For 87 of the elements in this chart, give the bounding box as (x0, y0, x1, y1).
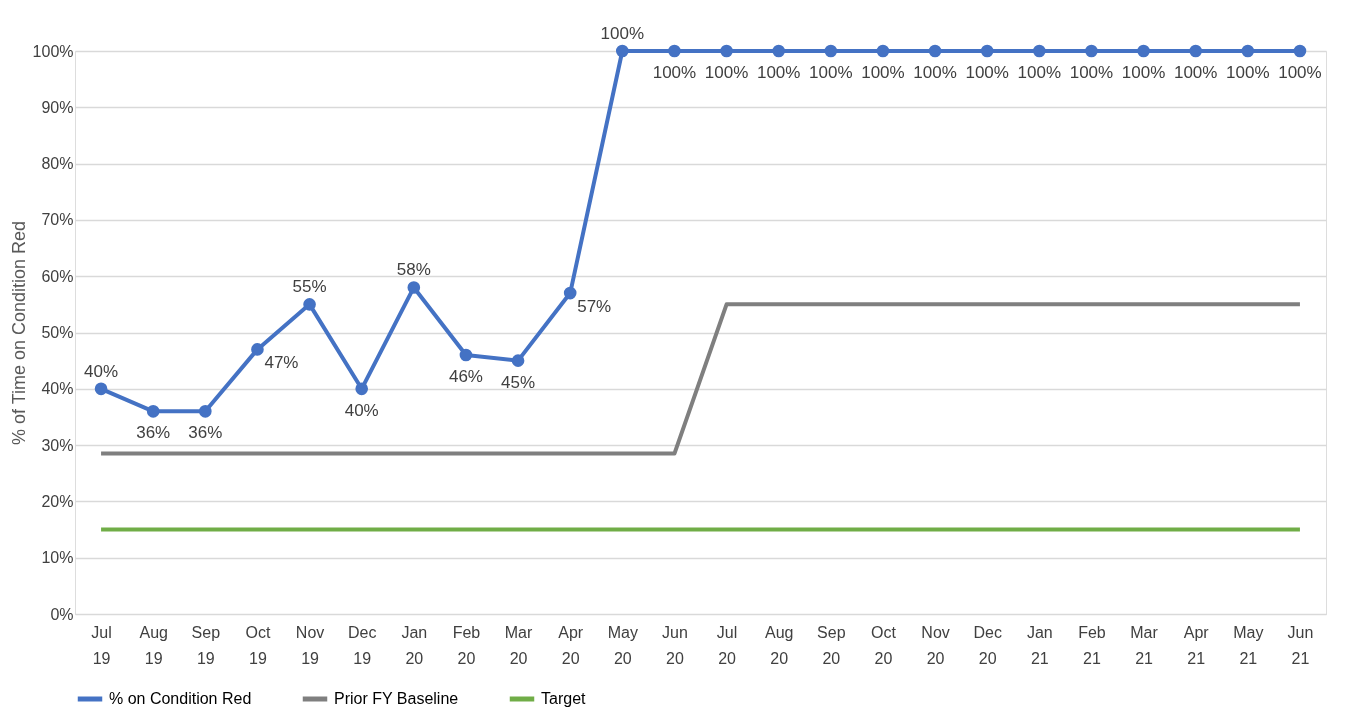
point (1032, 44, 1046, 58)
point (94, 382, 108, 396)
point (876, 44, 890, 58)
point (1241, 44, 1255, 58)
x-tick-label: Nov 19 (295, 623, 325, 667)
data-label: 100% (756, 63, 801, 82)
y-tick-label: 0% (50, 605, 74, 623)
y-tick-label: 20% (41, 492, 74, 510)
x-tick-label: Nov 20 (921, 623, 950, 667)
data-label: 100% (704, 63, 749, 82)
x-tick-label: Mar 21 (1130, 623, 1159, 667)
x-tick-label: Mar 20 (504, 623, 534, 667)
point (980, 44, 994, 58)
data-label: 58% (396, 260, 431, 280)
y-tick-label: 40% (41, 380, 74, 398)
data-label: 47% (264, 353, 299, 373)
y-tick-label: 60% (41, 267, 74, 285)
x-tick-label: Jun 20 (662, 623, 688, 667)
data-label: 45% (501, 372, 536, 392)
x-tick-label: May 21 (1233, 623, 1264, 667)
data-label: 100% (1278, 63, 1322, 82)
point (511, 354, 525, 367)
legend-label: Prior FY Baseline (334, 690, 459, 707)
x-tick-label: Oct 20 (870, 623, 897, 667)
data-label: 46% (448, 367, 483, 387)
x-tick-label: Oct 19 (245, 623, 271, 667)
x-tick-label: Aug 19 (139, 623, 168, 667)
point (1085, 44, 1098, 58)
point (772, 44, 786, 58)
point (303, 298, 316, 311)
x-tick-label: Dec 19 (347, 623, 377, 667)
point (1293, 44, 1307, 58)
y-tick-label: 50% (41, 324, 74, 341)
data-label: 36% (136, 423, 171, 443)
y-tick-label: 90% (41, 98, 74, 116)
point (1137, 44, 1150, 58)
data-label: 55% (292, 277, 327, 297)
y-tick-label: 70% (41, 211, 74, 229)
point (355, 382, 369, 396)
x-tick-label: Sep 19 (191, 623, 221, 667)
data-label: 100% (652, 63, 697, 82)
data-label: 100% (1069, 63, 1114, 82)
legend-label: % on Condition Red (109, 690, 252, 707)
point (720, 44, 733, 58)
point (563, 286, 577, 300)
point (146, 405, 160, 418)
data-label: 100% (1226, 63, 1270, 82)
data-label: 100% (1173, 63, 1218, 82)
data-label: 100% (1017, 63, 1062, 82)
x-tick-label: Jan 21 (1026, 623, 1053, 667)
data-label: 100% (809, 63, 853, 82)
x-tick-label: Aug 20 (764, 623, 794, 667)
x-tick-label: Apr 21 (1183, 623, 1210, 667)
x-tick-label: Jul 19 (91, 623, 112, 667)
x-tick-label: Apr 20 (558, 623, 584, 667)
data-label: 57% (577, 297, 612, 317)
data-label: 40% (84, 361, 119, 381)
x-tick-label: Feb 20 (452, 623, 481, 667)
x-tick-label: May 20 (607, 623, 638, 667)
y-tick-label: 10% (41, 549, 74, 567)
point (198, 405, 212, 418)
point (824, 44, 838, 58)
data-label: 100% (1121, 63, 1166, 82)
data-label: 100% (965, 63, 1009, 82)
point (615, 44, 629, 58)
data-label: 100% (861, 63, 905, 82)
y-tick-label: 80% (41, 155, 74, 173)
point (668, 44, 681, 58)
x-tick-label: Sep 20 (817, 623, 846, 667)
data-label: 36% (188, 423, 223, 443)
x-tick-label: Jan 20 (401, 623, 428, 667)
data-label: 40% (344, 400, 379, 420)
data-label: 100% (913, 63, 957, 82)
x-tick-label: Dec 20 (973, 623, 1002, 667)
y-tick-label: 30% (41, 436, 74, 454)
point (459, 348, 473, 362)
point (928, 44, 942, 58)
legend-label: Target (541, 690, 587, 707)
point (407, 281, 421, 294)
x-tick-label: Jun 21 (1287, 623, 1314, 667)
y-tick-label: 100% (32, 42, 74, 60)
point (251, 343, 264, 356)
x-tick-label: Jul 20 (716, 623, 738, 667)
y-axis-title: % of Time on Condition Red (8, 220, 29, 446)
x-tick-label: Feb 21 (1078, 623, 1106, 667)
data-label: 100% (600, 24, 645, 43)
point (1189, 44, 1203, 58)
